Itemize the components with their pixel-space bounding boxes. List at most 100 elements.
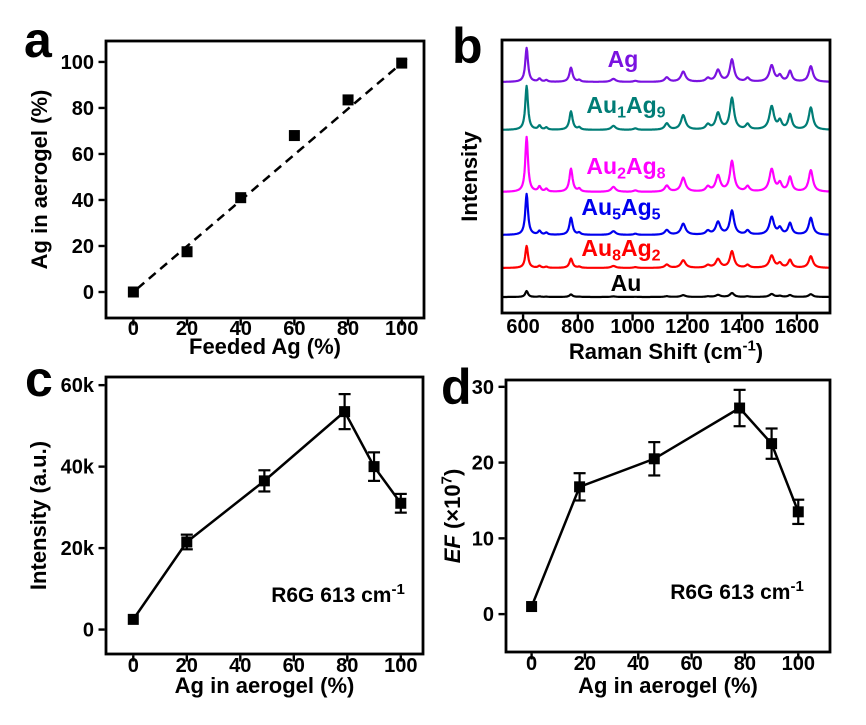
x-tick-label: 80 <box>734 653 756 675</box>
x-tick-label: 60 <box>680 653 702 675</box>
data-point-marker <box>339 406 351 418</box>
x-tick-label: 1600 <box>775 316 820 338</box>
spectrum-Au1Ag9 <box>503 84 829 131</box>
data-point-marker <box>235 192 247 204</box>
chart-c-intensity-vs-ag: 0 20 40 60 80 100 0 20k 40k 60k Ag in aerogel (%) I… <box>26 375 425 698</box>
y-axis-label: EF (×107) <box>439 469 465 564</box>
panel-letter-b: b <box>452 18 483 74</box>
panel-letter-c: c <box>25 351 53 407</box>
x-tick-label: 0 <box>128 318 139 340</box>
y-tick-label: 20 <box>72 236 94 258</box>
spectrum-Au <box>503 289 829 299</box>
spectrum-Au5Ag5 <box>503 192 829 236</box>
x-tick-label: 100 <box>782 653 815 675</box>
spectrum-label-Au1Ag9: Au1Ag9 <box>586 92 665 122</box>
data-point-marker <box>526 601 538 613</box>
spectrum-label-Ag: Ag <box>608 46 639 72</box>
data-point-marker <box>792 506 804 518</box>
plot-frame <box>504 378 832 654</box>
data-layer <box>127 393 407 625</box>
axes: 0 20 40 60 80 100 0 10 20 30 Ag in aerogel (%) EF (… <box>439 377 832 698</box>
spectrum-label-Au: Au <box>611 270 642 296</box>
y-tick-label: 20k <box>61 538 95 560</box>
annotation-r6g: R6G 613 cm-1 <box>271 581 405 607</box>
x-tick-label: 20 <box>574 653 596 675</box>
y-tick-label: 30 <box>472 377 494 399</box>
plot-frame <box>500 38 832 315</box>
y-tick-label: 20 <box>472 453 494 475</box>
data-point-marker <box>395 497 407 509</box>
spectrum-Au2Ag8 <box>503 135 829 193</box>
chart-b-raman-spectra: Ag Au1Ag9 Au2Ag8 Au5Ag5 Au8Ag2 Au 600 800 1000 12… <box>457 38 832 363</box>
data-point-marker <box>648 453 660 465</box>
data-point-marker <box>342 94 354 106</box>
y-tick-label: 60 <box>72 144 94 166</box>
y-tick-label: 0 <box>483 604 494 626</box>
fit-line <box>136 55 411 290</box>
y-axis-label: Ag in aerogel (%) <box>27 90 52 270</box>
plot-frame <box>104 39 426 320</box>
data-point-marker <box>766 438 778 450</box>
x-axis-label: Ag in aerogel (%) <box>578 673 758 698</box>
x-tick-label: 800 <box>561 316 594 338</box>
x-tick-label: 1200 <box>665 316 710 338</box>
y-axis-label: Intensity (a.u.) <box>26 441 51 590</box>
x-tick-label: 40 <box>627 653 649 675</box>
x-tick-label: 40 <box>230 318 252 340</box>
data-point-marker <box>368 461 380 473</box>
x-tick-label: 80 <box>337 318 359 340</box>
y-tick-label: 80 <box>72 98 94 120</box>
x-axis-label: Feeded Ag (%) <box>189 334 341 359</box>
x-tick-label: 1000 <box>610 316 655 338</box>
y-tick-label: 40k <box>61 457 95 479</box>
data-layer <box>127 55 411 298</box>
y-tick-label: 0 <box>83 282 94 304</box>
data-point-marker <box>181 246 193 258</box>
axes: 0 20 40 60 80 100 0 20k 40k 60k Ag in aerogel (%) I… <box>26 375 425 698</box>
data-point-marker <box>258 475 270 487</box>
x-tick-label: 100 <box>385 318 418 340</box>
data-point-marker <box>396 57 408 69</box>
y-tick-label: 100 <box>61 52 94 74</box>
data-layer <box>526 388 805 613</box>
axes: 0 20 40 60 80 100 0 20 40 60 80 100 Feeded Ag (%) Ag … <box>27 39 426 359</box>
spectrum-Au8Ag2 <box>503 244 829 269</box>
spectrum-label-Au8Ag2: Au8Ag2 <box>581 235 660 265</box>
plot-frame <box>104 375 425 656</box>
x-tick-label: 600 <box>506 316 539 338</box>
panel-letter-a: a <box>24 12 52 68</box>
x-tick-label: 1400 <box>720 316 765 338</box>
spectrum-label-Au5Ag5: Au5Ag5 <box>581 194 660 224</box>
x-tick-label: 0 <box>128 655 139 677</box>
x-tick-label: 100 <box>384 655 417 677</box>
chart-a-feeded-vs-aerogel: 0 20 40 60 80 100 0 20 40 60 80 100 Feeded Ag (%) Ag … <box>27 39 426 359</box>
x-tick-label: 80 <box>336 655 358 677</box>
spectrum-label-Au2Ag8: Au2Ag8 <box>586 153 665 183</box>
x-axis-label: Raman Shift (cm-1) <box>569 338 763 363</box>
panel-letter-d: d <box>441 359 472 415</box>
chart-d-ef-vs-ag: 0 20 40 60 80 100 0 10 20 30 Ag in aerogel (%) EF (… <box>439 377 832 698</box>
y-tick-label: 60k <box>61 375 95 397</box>
data-point-marker <box>127 613 139 625</box>
x-tick-label: 20 <box>176 318 198 340</box>
x-tick-label: 20 <box>176 655 198 677</box>
y-tick-label: 10 <box>472 528 494 550</box>
data-point-marker <box>734 402 746 414</box>
data-point-marker <box>288 130 300 142</box>
panel-a: a 0 20 40 60 80 100 0 20 40 60 80 100 Feeded Ag (%) A… <box>0 0 433 363</box>
data-point-marker <box>181 536 193 548</box>
panel-c: c 0 20 40 60 80 100 0 20k 40k 60k Ag in aerogel (%… <box>0 354 433 725</box>
y-tick-label: 0 <box>83 620 94 642</box>
axes: 600 800 1000 1200 1400 1600 Raman Shift (cm-1)… <box>457 38 832 363</box>
x-tick-label: 60 <box>283 318 305 340</box>
series-line <box>530 406 800 608</box>
spectra-layer <box>503 46 829 299</box>
x-tick-label: 40 <box>229 655 251 677</box>
x-tick-label: 60 <box>283 655 305 677</box>
data-point-marker <box>574 481 586 493</box>
panel-b: b Ag Au1Ag9 Au2Ag8 Au5Ag5 Au8Ag2 Au 600 800 1000… <box>433 0 866 363</box>
data-point-marker <box>127 286 139 298</box>
x-axis-label: Ag in aerogel (%) <box>175 673 355 698</box>
x-tick-label: 0 <box>526 653 537 675</box>
